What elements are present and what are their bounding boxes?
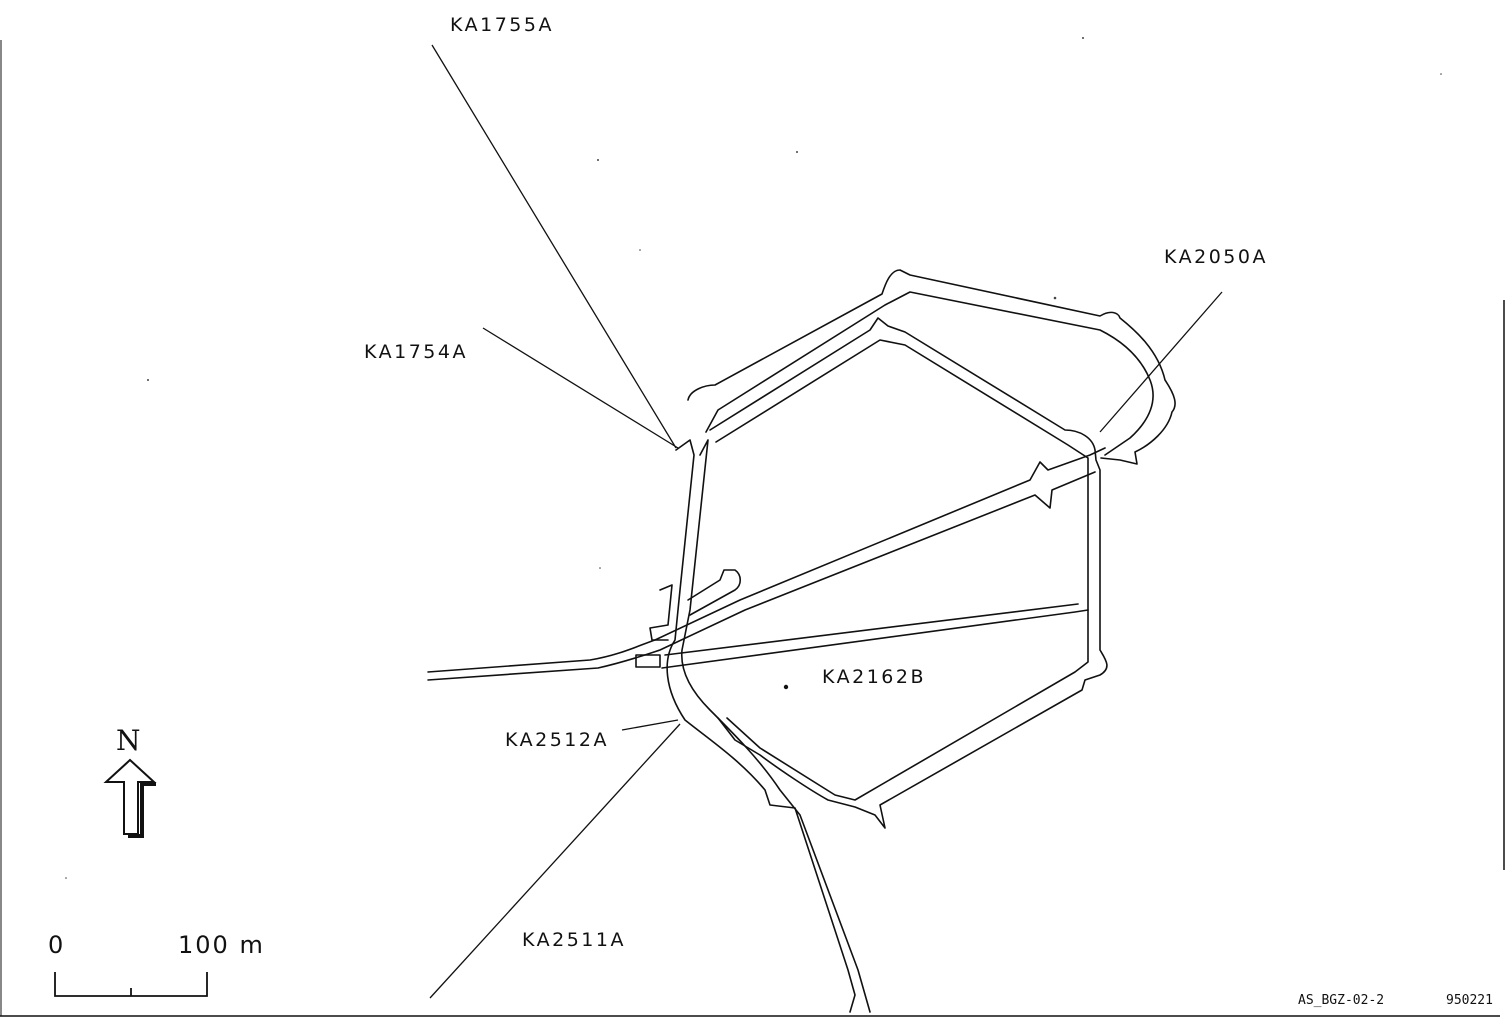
scale-bar: 0 100 m [48, 931, 265, 997]
borehole-ka2512a-line [621, 719, 679, 731]
label-ka2162b: KA2162B [822, 666, 926, 688]
borehole-ka2050a-line [1099, 291, 1223, 433]
label-ka1755a: KA1755A [450, 14, 554, 36]
borehole-ka1755a-line [431, 44, 677, 449]
north-label: N [116, 724, 141, 757]
central-tunnel-east [680, 439, 871, 1013]
outer-ramp-tunnel [687, 269, 1176, 465]
scale-start-label: 0 [48, 931, 65, 959]
drawing-id: AS_BGZ-02-2 [1298, 993, 1384, 1008]
north-arrow-icon [103, 758, 157, 835]
inner-ramp-inner-wall [715, 339, 1089, 801]
drawing-date: 950221 [1446, 993, 1493, 1008]
drawing-footer: AS_BGZ-02-2 950221 [1298, 993, 1493, 1008]
shaft-block [635, 654, 661, 668]
label-ka2511a: KA2511A [522, 929, 626, 951]
label-ka2512a: KA2512A [505, 729, 609, 751]
tunnel-network [427, 269, 1176, 1013]
inner-ramp-tunnel [709, 317, 1108, 829]
cross-tunnel-wall [664, 603, 1079, 656]
label-ka1754a: KA1754A [364, 341, 468, 363]
scan-specks [65, 37, 1442, 879]
north-arrow: N [103, 724, 157, 838]
label-ka2050a: KA2050A [1164, 246, 1268, 268]
access-tunnel-north-wall [427, 447, 1106, 673]
scale-end-label: 100 m [178, 931, 265, 959]
outer-ramp-inner-wall [705, 291, 1154, 456]
niche [687, 569, 742, 616]
borehole-ka2511a-line [429, 723, 681, 999]
borehole-lines [429, 44, 1223, 999]
central-tunnel-west [666, 439, 856, 1013]
cross-tunnel [661, 609, 1089, 669]
borehole-ka1754a-line [482, 327, 679, 449]
borehole-ka2162b-point [783, 684, 789, 690]
access-tunnel-south-wall [427, 471, 1096, 681]
borehole-labels: KA1755A KA1754A KA2050A KA2162B KA2512A … [364, 14, 1268, 951]
map-frame [0, 40, 1505, 1017]
niche-stub [649, 584, 673, 641]
